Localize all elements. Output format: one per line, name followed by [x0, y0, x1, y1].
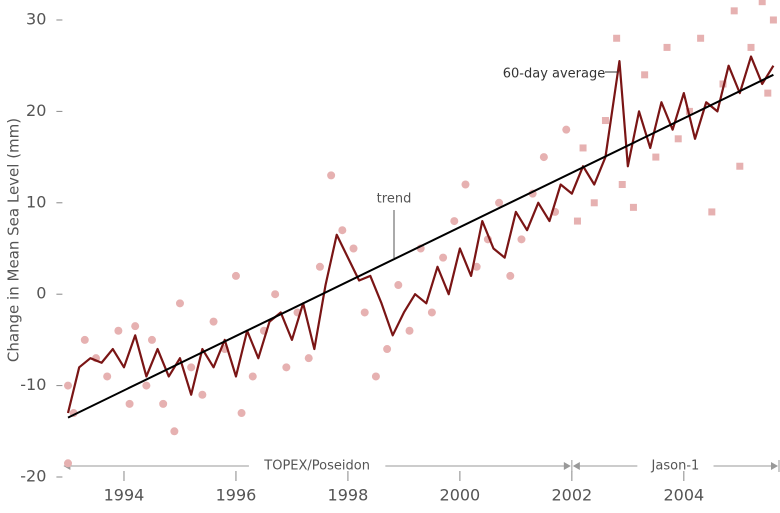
point [439, 253, 448, 262]
point [327, 171, 336, 180]
y-tick-label: -20 [20, 467, 46, 486]
point [495, 198, 504, 207]
point [613, 34, 621, 42]
point [394, 281, 403, 290]
point [562, 125, 571, 134]
point [231, 271, 240, 280]
point [590, 199, 598, 207]
y-tick-label: 20 [26, 101, 46, 120]
point [248, 372, 257, 381]
y-tick-label: 30 [26, 9, 46, 28]
point [187, 363, 196, 372]
point [175, 299, 184, 308]
point [315, 262, 324, 271]
point [159, 399, 168, 408]
mission-label: Jason-1 [651, 459, 700, 474]
point [125, 399, 134, 408]
point [209, 317, 218, 326]
point [63, 459, 72, 468]
point [170, 427, 179, 436]
x-tick-label: 2004 [663, 486, 704, 505]
point [769, 16, 777, 24]
point [282, 363, 291, 372]
x-tick-label: 1998 [328, 486, 369, 505]
arrow-head [771, 462, 778, 470]
x-tick-label: 2002 [551, 486, 592, 505]
point [517, 235, 526, 244]
point [764, 89, 772, 97]
point [427, 308, 436, 317]
point [114, 326, 123, 335]
point [758, 0, 766, 6]
point [383, 345, 392, 354]
point [573, 217, 581, 225]
point [629, 203, 637, 211]
arrow-head [563, 462, 571, 470]
line [67, 73, 774, 419]
point [730, 7, 738, 15]
point [371, 372, 380, 381]
y-tick-label: -10 [20, 375, 46, 394]
point [618, 181, 626, 189]
point [405, 326, 414, 335]
line [66, 55, 775, 414]
point [472, 262, 481, 271]
point [450, 217, 459, 226]
point [80, 335, 89, 344]
point [697, 34, 705, 42]
point [349, 244, 358, 253]
point [360, 308, 369, 317]
point [237, 409, 246, 418]
x-tick-label: 2000 [440, 486, 481, 505]
x-tick-label: 1996 [216, 486, 257, 505]
point [747, 43, 755, 51]
annotation: trend [377, 192, 412, 207]
point [147, 335, 156, 344]
point [142, 381, 151, 390]
arrow-head [572, 462, 580, 470]
point [663, 43, 671, 51]
point [304, 354, 313, 363]
point [63, 381, 72, 390]
point [131, 322, 140, 331]
point [674, 135, 682, 143]
point [708, 208, 716, 216]
point [338, 226, 347, 235]
point [271, 290, 280, 299]
point [601, 117, 609, 125]
y-tick-label: 10 [26, 192, 46, 211]
point [652, 153, 660, 161]
annotation: 60-day average [503, 67, 606, 82]
point [198, 390, 207, 399]
x-tick-label: 1994 [104, 486, 145, 505]
point [461, 180, 470, 189]
y-tick-label: 0 [36, 284, 46, 303]
point [736, 162, 744, 170]
y-axis-label: Change in Mean Sea Level (mm) [5, 118, 23, 362]
point [641, 71, 649, 79]
mission-label: TOPEX/Poseidon [263, 459, 370, 474]
point [539, 153, 548, 162]
point [103, 372, 112, 381]
point [506, 271, 515, 280]
point [579, 144, 587, 152]
